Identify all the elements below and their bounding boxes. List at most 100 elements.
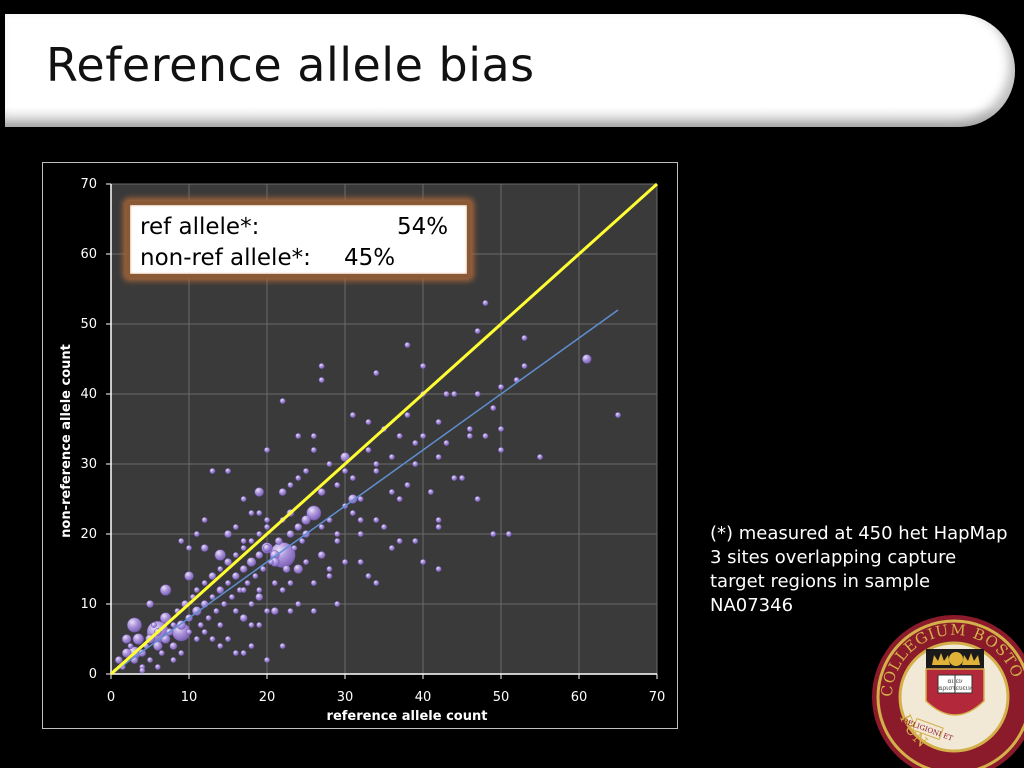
data-point-125 [435,566,442,572]
x-tick-label-0: 0 [107,690,115,705]
y-tick-label-50: 50 [80,317,97,332]
data-point-193 [201,629,208,635]
data-point-180 [178,538,185,544]
data-point-191 [264,608,270,614]
data-point-53 [256,531,263,537]
data-point-124 [435,517,442,523]
data-point-184 [232,524,239,530]
data-point-185 [240,538,247,544]
data-point-50 [248,538,255,544]
data-point-201 [279,643,286,649]
data-point-40 [225,580,231,586]
data-point-177 [225,468,231,474]
data-point-181 [186,545,192,551]
legend-ref-value: 54% [397,214,449,240]
data-point-32 [201,580,208,586]
data-point-214 [349,475,356,481]
data-point-123 [435,524,442,530]
data-point-72 [303,468,309,474]
data-point-186 [256,510,263,516]
data-point-56 [264,524,270,530]
data-point-61 [282,565,291,573]
data-point-212 [373,517,380,523]
title-band [5,14,1015,127]
data-point-133 [474,328,481,334]
data-point-48 [244,580,251,586]
slide-title: Reference allele bias [46,38,535,92]
data-point-112 [404,482,411,488]
data-point-188 [248,643,255,649]
data-point-163 [334,601,341,607]
data-point-162 [326,573,333,579]
data-point-182 [193,531,200,537]
data-point-168 [287,608,294,614]
data-point-173 [232,608,239,614]
data-point-187 [264,517,270,523]
data-point-104 [373,370,380,376]
data-point-174 [225,636,231,642]
y-axis-label: non-reference allele count [59,344,74,538]
data-point-51 [252,573,259,579]
data-point-66 [293,564,303,574]
data-point-200 [264,657,270,663]
data-point-176 [209,468,216,474]
data-point-130 [459,475,465,481]
data-point-153 [373,580,380,586]
data-point-146 [521,363,528,369]
data-point-175 [217,622,224,628]
data-point-127 [443,391,450,397]
data-point-90 [279,398,286,404]
data-point-46 [239,565,248,573]
data-point-205 [317,488,326,496]
data-point-59 [274,537,283,545]
data-point-207 [310,447,317,453]
data-point-43 [231,572,240,580]
data-point-101 [357,517,364,523]
data-point-206 [326,461,333,467]
data-point-148 [582,354,592,364]
data-point-195 [170,657,177,663]
data-point-1 [114,656,123,664]
data-point-196 [154,664,161,670]
data-point-138 [490,405,497,411]
y-tick-label-30: 30 [80,457,97,472]
data-point-167 [295,601,302,607]
data-point-169 [270,607,279,615]
data-point-159 [334,538,341,544]
data-point-108 [388,454,395,460]
data-point-3 [121,648,132,658]
data-point-35 [208,572,217,580]
data-point-88 [278,488,287,496]
data-point-79 [146,600,154,608]
data-point-164 [326,566,333,572]
data-point-92 [310,433,317,439]
data-point-129 [451,475,458,481]
data-point-219 [240,587,247,593]
data-point-17 [160,634,171,644]
x-axis-label: reference allele count [327,709,488,724]
data-point-110 [396,433,403,439]
data-point-132 [466,433,473,439]
data-point-38 [217,566,224,572]
data-point-105 [373,461,380,467]
data-point-215 [334,531,341,537]
y-tick-label-40: 40 [80,387,97,402]
data-point-136 [482,300,489,306]
data-point-155 [381,524,387,530]
legend-nonref-row: non-ref allele*: 45% [140,245,395,271]
x-tick-label-30: 30 [337,690,354,705]
data-point-91 [295,433,302,439]
data-point-115 [412,461,419,467]
data-point-41 [224,558,232,566]
data-point-111 [396,496,403,502]
data-point-126 [443,440,450,446]
data-point-113 [404,412,411,418]
data-point-4 [127,643,134,649]
data-point-80 [184,571,194,581]
data-point-33 [205,615,212,621]
data-point-150 [349,510,356,516]
y-tick-label-20: 20 [80,527,97,542]
legend-ref-row: ref allele*: 54% [140,214,448,240]
x-tick-label-60: 60 [571,690,588,705]
data-point-217 [256,587,263,593]
